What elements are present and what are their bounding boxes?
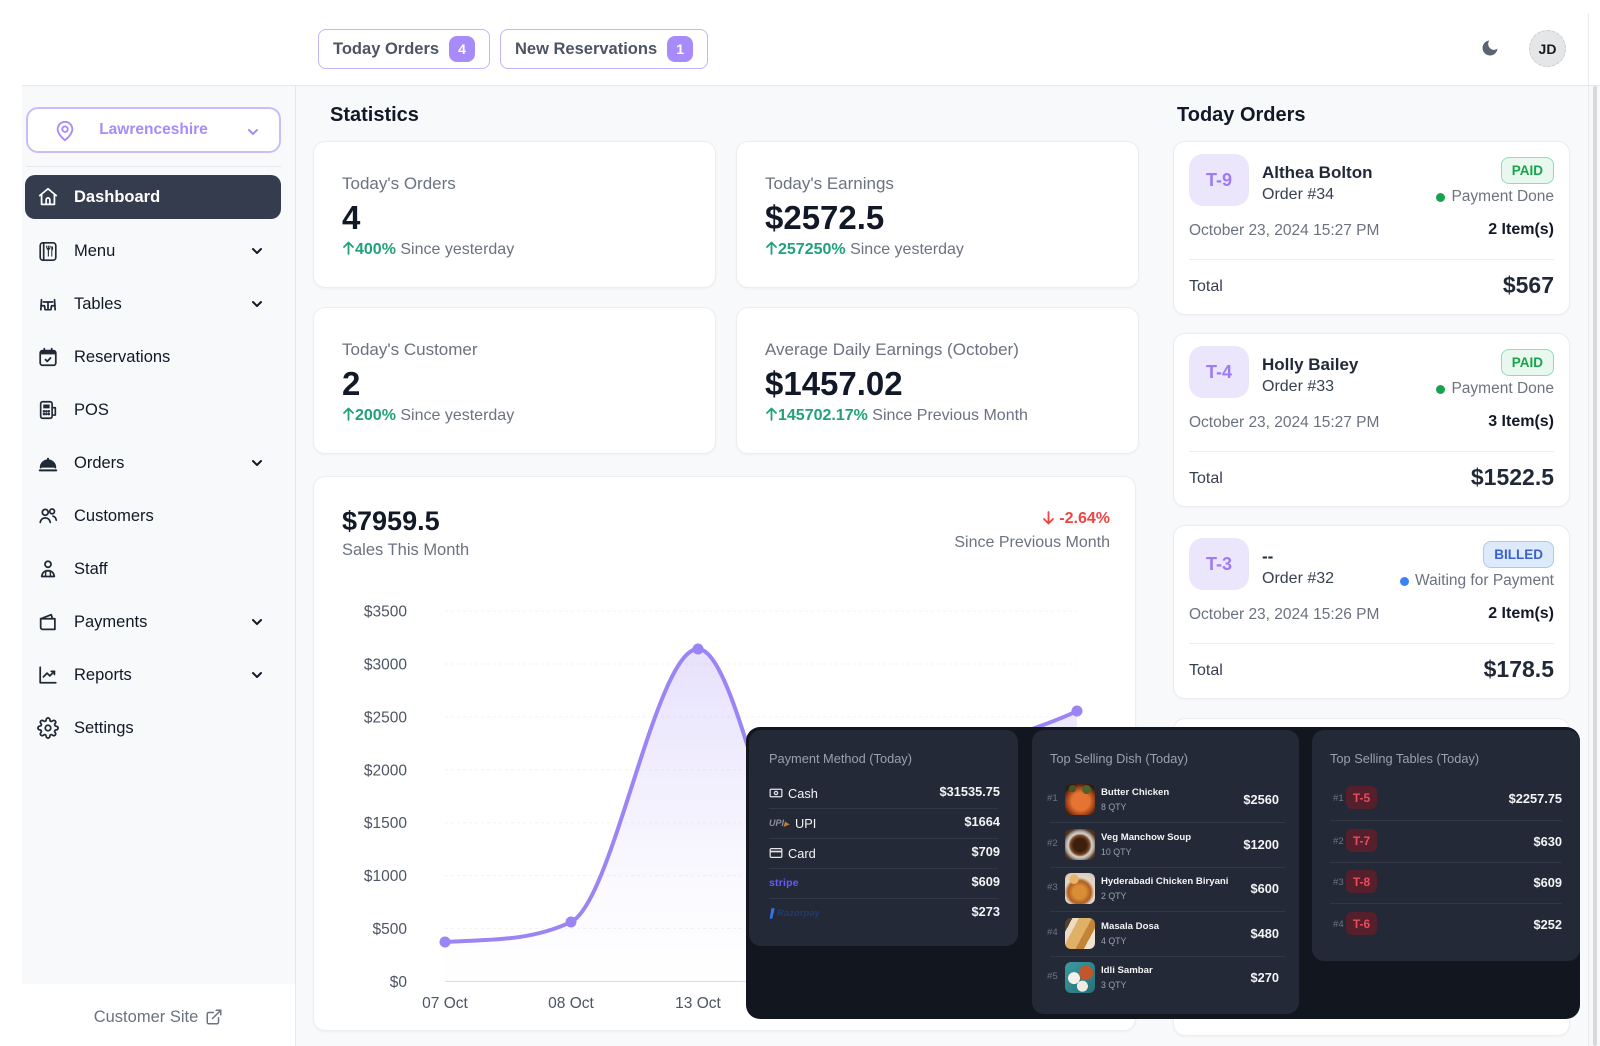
svg-text:$1000: $1000 bbox=[364, 868, 407, 885]
svg-text:13 Oct: 13 Oct bbox=[675, 995, 721, 1012]
svg-text:$3000: $3000 bbox=[364, 657, 407, 674]
svg-text:$2000: $2000 bbox=[364, 762, 407, 779]
svg-text:$500: $500 bbox=[373, 921, 408, 938]
svg-text:07 Oct: 07 Oct bbox=[422, 995, 468, 1012]
svg-text:$2500: $2500 bbox=[364, 709, 407, 726]
svg-text:08 Oct: 08 Oct bbox=[548, 995, 594, 1012]
svg-text:$0: $0 bbox=[390, 974, 408, 991]
svg-text:$1500: $1500 bbox=[364, 815, 407, 832]
svg-text:$3500: $3500 bbox=[364, 604, 407, 621]
